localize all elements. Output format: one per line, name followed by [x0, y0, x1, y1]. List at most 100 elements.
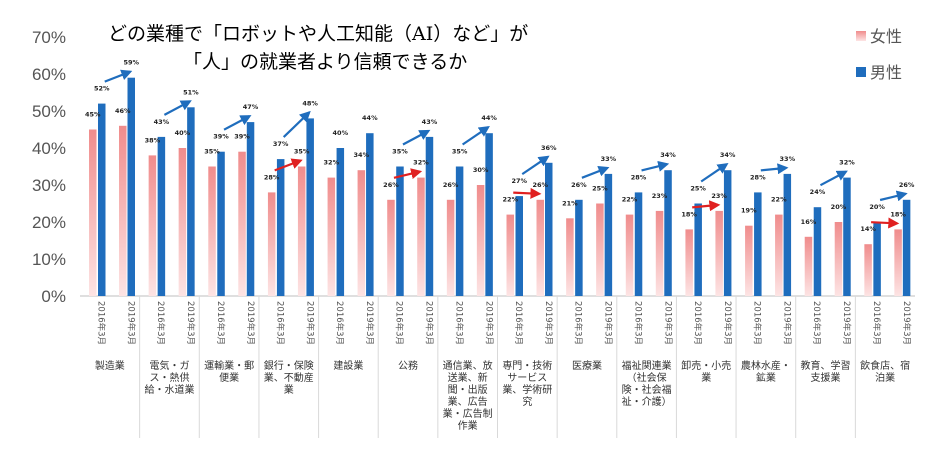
arrow-male: [104, 69, 133, 83]
bar-female-2016: [387, 199, 395, 296]
data-label: 26%: [899, 181, 915, 189]
x-tick-label: 2019年3月: [304, 301, 315, 345]
x-tick-label: 2019年3月: [841, 301, 852, 345]
bar-female-2016: [745, 225, 753, 296]
x-tick-label: 2019年3月: [245, 301, 256, 345]
category-label: 飲食店、宿: [860, 359, 910, 372]
bar-female-2019: [655, 210, 664, 296]
data-label: 19%: [741, 207, 757, 215]
category-label: 業: [701, 371, 711, 384]
category-label: 建設業: [333, 359, 363, 372]
data-label: 51%: [183, 88, 199, 96]
bar-male-2016: [217, 151, 225, 296]
chart-title-line-1: どの業種で「ロボットや人工知能（AI）など」が: [108, 23, 528, 45]
data-label: 36%: [541, 144, 557, 152]
data-label: 14%: [860, 225, 876, 233]
x-tick-label: 2016年3月: [811, 301, 822, 345]
bar-male-2019: [366, 133, 374, 296]
bar-male-2016: [754, 192, 762, 296]
legend: 女性 男性: [856, 27, 902, 82]
chart-title-line-2: 「人」の就業者より信頼できるか: [183, 51, 467, 73]
bar-male-2019: [664, 170, 672, 296]
bars: [89, 77, 911, 297]
bar-male-2016: [694, 203, 702, 296]
y-tick-label: 10%: [32, 250, 66, 269]
data-label: 28%: [631, 173, 647, 181]
bar-male-2016: [336, 148, 345, 296]
arrow-male: [700, 162, 729, 183]
category-label: 泊業: [875, 371, 895, 384]
data-label: 35%: [392, 148, 408, 156]
bar-male-2019: [723, 170, 732, 296]
x-tick-label: 2016年3月: [453, 301, 464, 345]
bar-female-2016: [506, 214, 514, 296]
bar-male-2016: [634, 192, 643, 296]
x-tick-label: 2016年3月: [155, 301, 166, 345]
y-tick-label: 20%: [32, 213, 66, 232]
x-tick-label: 2016年3月: [96, 301, 107, 345]
bar-female-2016: [89, 129, 97, 296]
category-label: 銀行・保険: [264, 359, 314, 372]
data-label: 32%: [413, 159, 429, 167]
data-label: 25%: [592, 185, 608, 193]
arrow-male: [461, 125, 490, 146]
data-label: 35%: [452, 148, 468, 156]
category-label: 給・水道業: [144, 383, 194, 396]
data-label: 26%: [383, 181, 399, 189]
data-label: 27%: [511, 177, 527, 185]
arrow-male: [581, 165, 610, 179]
bar-female-2019: [476, 185, 485, 296]
data-label: 20%: [831, 203, 847, 211]
x-tick-label: 2019年3月: [483, 301, 494, 345]
y-tick-label: 50%: [32, 102, 66, 121]
category-label: 支援業: [811, 371, 841, 384]
bar-male-2019: [604, 173, 613, 296]
x-tick-label: 2019年3月: [185, 301, 196, 345]
category-label: 作業: [458, 419, 478, 432]
data-label: 18%: [890, 210, 906, 218]
data-label: 40%: [333, 129, 349, 137]
y-tick-label: 70%: [32, 28, 66, 47]
bar-male-2019: [127, 77, 135, 296]
bar-female-2016: [625, 214, 634, 296]
data-label: 37%: [273, 140, 289, 148]
x-tick-label: 2016年3月: [334, 301, 345, 345]
x-tick-label: 2019年3月: [901, 301, 912, 345]
data-label: 39%: [234, 133, 250, 141]
bar-male-2016: [455, 166, 464, 296]
bar-male-2019: [843, 177, 851, 296]
arrow-male: [521, 155, 550, 176]
arrow-male: [641, 160, 670, 172]
category-label: 運輸業・郵: [204, 359, 254, 372]
category-label: 鉱業: [756, 371, 776, 384]
data-label: 26%: [532, 181, 548, 189]
data-label: 34%: [720, 151, 736, 159]
category-label: 業: [284, 383, 294, 396]
bar-female-2016: [208, 166, 216, 296]
data-label: 30%: [473, 166, 489, 174]
bar-female-2016: [148, 155, 157, 296]
data-label: 52%: [94, 85, 110, 93]
data-label: 22%: [622, 196, 638, 204]
arrow-male: [760, 163, 789, 175]
bar-female-2016: [327, 177, 336, 296]
bar-female-2016: [864, 244, 872, 296]
data-label: 38%: [145, 136, 161, 144]
x-tick-label: 2016年3月: [692, 301, 703, 345]
legend-swatch-female: [856, 31, 866, 41]
arrow-male: [879, 190, 908, 202]
bar-female-2019: [297, 166, 306, 296]
chart-title: どの業種で「ロボットや人工知能（AI）など」が 「人」の就業者より信頼できるか: [108, 23, 528, 73]
y-tick-label: 40%: [32, 139, 66, 158]
data-label: 26%: [443, 181, 459, 189]
bar-female-2019: [596, 203, 604, 296]
data-label: 35%: [204, 148, 220, 156]
arrow-female: [513, 187, 542, 199]
bar-male-2019: [545, 162, 553, 296]
data-label: 45%: [85, 111, 101, 119]
bar-female-2019: [834, 222, 843, 296]
y-tick-label: 60%: [32, 65, 66, 84]
data-label: 24%: [810, 188, 826, 196]
